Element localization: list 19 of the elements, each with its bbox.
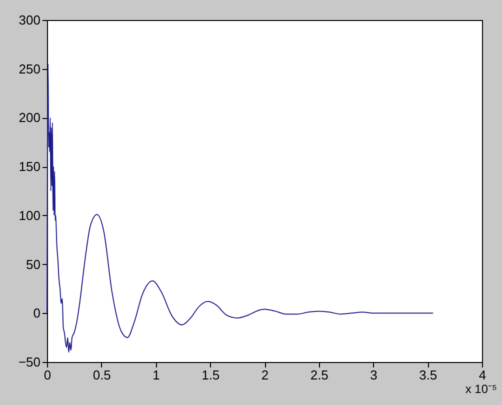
x-tick-label: 4 — [478, 368, 486, 382]
y-tick-label: −50 — [18, 354, 40, 370]
x-tick-label: 3.5 — [419, 368, 438, 382]
line-series — [46, 63, 434, 353]
x-tick-label: 2.5 — [310, 368, 328, 382]
x-tick-label: 2 — [261, 368, 269, 382]
x-tick-label: 0 — [44, 368, 52, 382]
y-tick-label: 150 — [18, 159, 40, 174]
x-tick-label: 3 — [370, 368, 378, 382]
y-tick-label: 200 — [18, 110, 40, 126]
y-tick-label: 300 — [18, 12, 40, 28]
y-tick-label: 100 — [18, 208, 40, 223]
text: x 10⁻⁵ — [465, 382, 498, 396]
x-tick-label: 1 — [152, 368, 160, 382]
y-tick-label: 250 — [18, 61, 40, 76]
x-tick-label: 0.5 — [92, 368, 111, 382]
y-tick-label: 50 — [26, 256, 40, 272]
y-tick-label: 0 — [33, 306, 40, 321]
x-tick-label: 1.5 — [202, 368, 220, 382]
